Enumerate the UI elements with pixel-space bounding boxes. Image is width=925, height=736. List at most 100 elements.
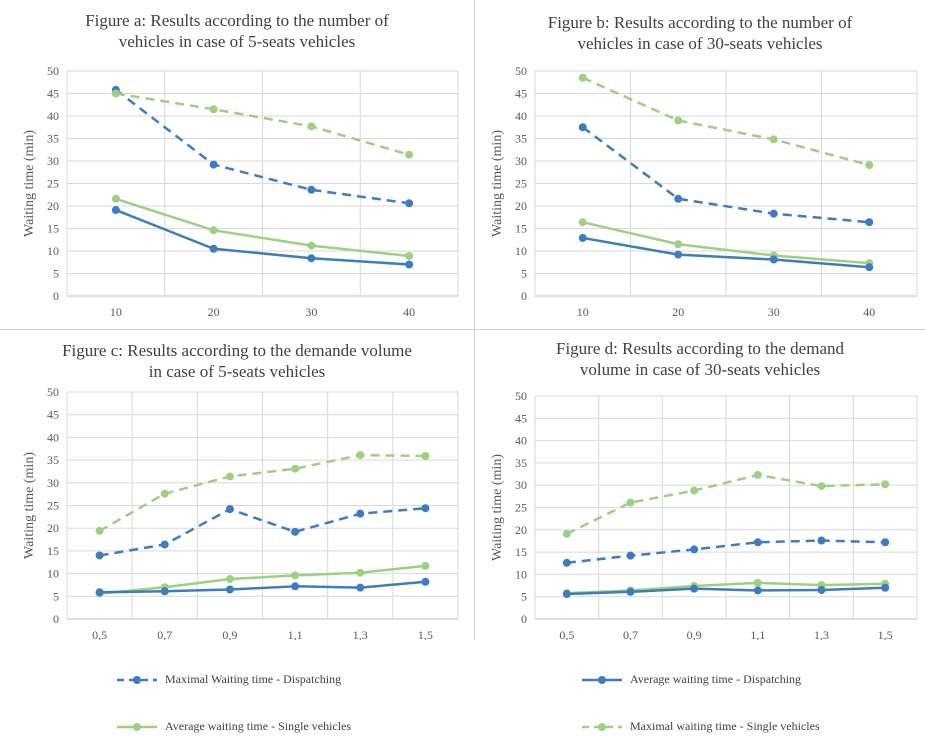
data-point [160, 587, 169, 596]
data-point [356, 583, 365, 592]
data-point [209, 244, 218, 253]
x-tick-label: 0,9 [222, 628, 237, 640]
x-tick-label: 0,7 [623, 628, 638, 640]
y-tick-label: 35 [47, 132, 59, 146]
y-tick-label: 25 [515, 501, 527, 515]
series-line [115, 92, 410, 156]
series-line [566, 473, 886, 535]
data-point [95, 588, 104, 597]
x-tick-label: 10 [110, 305, 122, 319]
data-point [562, 590, 571, 599]
chart-plot: 0 5 10 15 20 25 30 35 40 45 50 10 20 30 40 Waiting time… [490, 64, 918, 319]
y-tick-label: 10 [47, 244, 59, 258]
x-tick-label: 40 [403, 305, 415, 319]
chart-plot: 0 5 10 15 20 25 30 35 40 45 50 0,5 0,7 0,9 1,1 1,3 1,5 Wa… [490, 389, 918, 640]
series-line [98, 453, 426, 533]
data-point [626, 498, 635, 507]
y-tick-label: 50 [515, 389, 527, 403]
data-point [865, 218, 874, 227]
data-point [881, 480, 890, 489]
legend-label: Maximal Waiting time - Dispatching [165, 672, 342, 686]
vertical-divider-lower [474, 330, 475, 640]
y-tick-label: 35 [515, 132, 527, 146]
y-tick-label: 20 [47, 199, 59, 213]
x-tick-label: 20 [208, 305, 220, 319]
data-point [817, 482, 826, 491]
y-tick-label: 35 [47, 453, 59, 467]
y-tick-label: 5 [53, 267, 59, 281]
legend-label: Average waiting time - Dispatching [630, 672, 802, 686]
series [111, 85, 414, 208]
y-tick-label: 25 [515, 177, 527, 191]
y-tick-label: 40 [515, 434, 527, 448]
legend-swatch [582, 675, 622, 684]
data-point [753, 470, 762, 479]
series [578, 73, 874, 170]
series [562, 470, 890, 538]
data-point [690, 545, 699, 554]
data-point [209, 226, 218, 235]
series-line [115, 208, 410, 266]
data-point [405, 199, 414, 208]
y-tick-label: 30 [515, 478, 527, 492]
series-line [566, 539, 886, 565]
y-tick-label: 35 [515, 456, 527, 470]
data-point [881, 583, 890, 592]
series [111, 194, 414, 260]
data-point [225, 505, 234, 514]
data-point [307, 241, 316, 250]
series-line [566, 586, 886, 596]
series-line [99, 564, 426, 595]
legend-label: Average waiting time - Single vehicles [165, 719, 352, 733]
data-point [291, 527, 300, 536]
data-point [356, 568, 365, 577]
y-tick-label: 50 [515, 64, 527, 78]
data-point [111, 89, 120, 98]
y-tick-label: 25 [47, 499, 59, 513]
y-tick-label: 45 [515, 411, 527, 425]
data-point [817, 536, 826, 545]
data-point [690, 584, 699, 593]
data-point [291, 464, 300, 473]
legend-marker [133, 722, 141, 731]
data-point [881, 538, 890, 547]
data-point [753, 578, 762, 587]
data-point [769, 135, 778, 144]
data-point [160, 540, 169, 549]
data-point [753, 538, 762, 547]
data-point [769, 255, 778, 264]
data-point [291, 582, 300, 591]
x-tick-label: 1,5 [878, 628, 893, 640]
x-tick-label: 0,7 [157, 628, 172, 640]
data-point [421, 561, 430, 570]
series-line [115, 197, 410, 258]
y-tick-label: 30 [47, 154, 59, 168]
series-line [566, 581, 886, 595]
data-point [95, 526, 104, 535]
series-line [99, 580, 426, 594]
series [578, 233, 874, 272]
x-tick-label: 0,5 [559, 628, 574, 640]
data-point [421, 504, 430, 513]
y-tick-label: 0 [53, 289, 59, 303]
data-point [307, 185, 316, 194]
series-line [99, 506, 426, 557]
y-tick-label: 5 [521, 267, 527, 281]
vertical-divider [474, 0, 475, 330]
data-point [209, 160, 218, 169]
y-tick-label: 5 [521, 590, 527, 604]
series-line [115, 88, 410, 205]
y-tick-label: 20 [47, 521, 59, 535]
legend-marker [133, 675, 141, 684]
data-point [865, 161, 874, 170]
series [95, 577, 430, 597]
y-tick-label: 45 [47, 87, 59, 101]
x-tick-label: 0,5 [92, 628, 107, 640]
data-point [209, 105, 218, 114]
chart-panel-c: Figure c: Results according to the deman… [0, 330, 474, 640]
data-point [111, 206, 120, 215]
series [562, 536, 890, 567]
data-point [307, 254, 316, 263]
x-tick-label: 1,1 [288, 628, 303, 640]
y-tick-label: 15 [515, 222, 527, 236]
